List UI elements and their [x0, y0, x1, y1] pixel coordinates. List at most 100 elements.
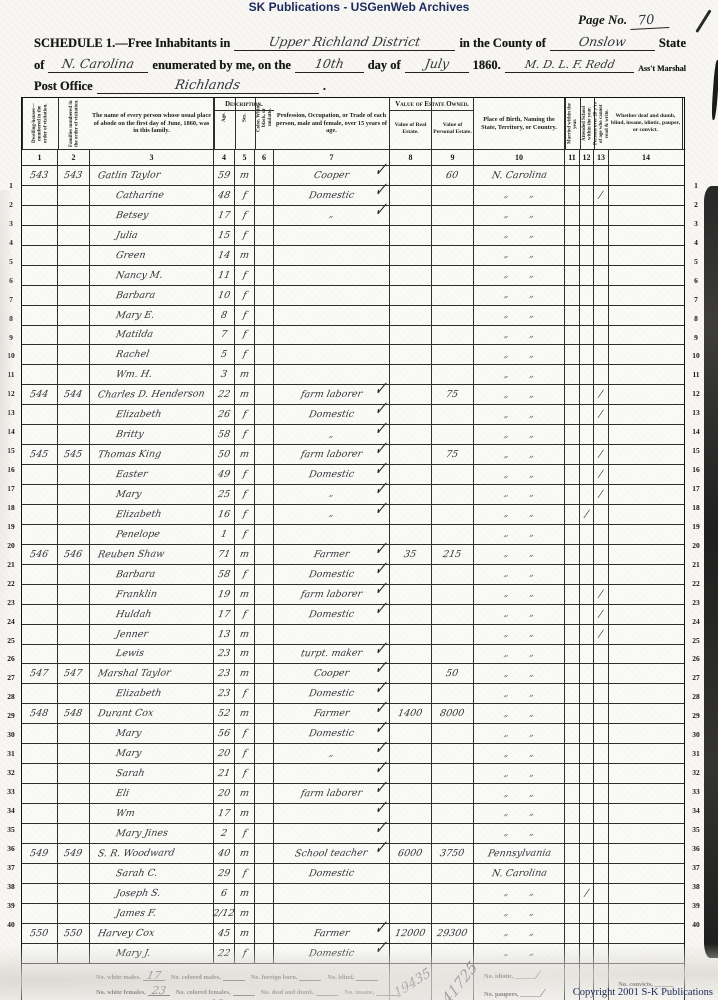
- cell-personal-estate-value: [432, 564, 474, 584]
- cell-cannot-read: [594, 863, 609, 883]
- cell-birthplace: „ „: [474, 325, 565, 345]
- cell-color: [255, 225, 274, 245]
- cell-sex: f: [235, 863, 255, 883]
- cell-cannot-read: [594, 883, 609, 903]
- cell-sex: m: [235, 784, 255, 803]
- cell-dwelling-number: [22, 285, 58, 305]
- table-row: Elizabeth 16 f „ ✓ „ „ /: [22, 498, 684, 525]
- cell-cannot-read: [594, 205, 609, 225]
- cell-cannot-read: [594, 823, 609, 843]
- cell-married: [565, 166, 580, 185]
- cell-personal-estate-value: [432, 883, 474, 903]
- cell-age: 29: [214, 863, 235, 883]
- summary-row-1: No. white males, 17 No. colored males, No. …: [96, 969, 389, 982]
- cell-occupation: ✓: [274, 797, 390, 823]
- cell-personal-estate-value: [432, 863, 474, 883]
- summary-idiotic-paupers: No. idiotic, ______ ∕ No. paupers, _____…: [474, 963, 565, 1000]
- cell-personal-estate-value: [432, 524, 474, 544]
- cell-color: [255, 425, 274, 445]
- cell-cannot-read: [594, 365, 609, 385]
- cell-family-number: [58, 345, 90, 365]
- cell-occupation: farm laborer ✓: [274, 438, 390, 465]
- cell-cannot-read: [594, 644, 609, 664]
- cell-sex: f: [235, 265, 255, 285]
- cell-married: [565, 724, 580, 744]
- cell-dwelling-number: 550: [22, 923, 58, 943]
- cell-married: [565, 225, 580, 245]
- cell-cannot-read: [594, 744, 609, 764]
- cell-family-number: 543: [58, 166, 90, 185]
- tally-check-mark: ✓: [373, 916, 388, 940]
- cell-occupation: Domestic ✓: [274, 678, 390, 704]
- cell-married: [565, 405, 580, 425]
- cell-school: [580, 524, 594, 544]
- cell-school: [580, 804, 594, 823]
- cell-real-estate-value: [390, 684, 432, 704]
- cell-family-number: [58, 724, 90, 744]
- row-numbers-left: 1 2 3 4 5 6 7 8 9 10 11 12 13 14 15 16 17 18 19 20 21 22 23 24 2…: [7, 181, 15, 929]
- cell-birthplace: N. Carolina: [474, 863, 565, 883]
- cell-birthplace: „ „: [474, 485, 565, 504]
- summary-item: No. white females, 23: [96, 984, 170, 997]
- cell-remarks: [609, 684, 683, 703]
- cell-family-number: [58, 903, 90, 923]
- cell-birthplace: „ „: [474, 823, 565, 843]
- cell-real-estate-value: [390, 285, 432, 305]
- summary-personal-estate-total: 41725: [432, 957, 481, 1000]
- header-line-3: Post Office Richlands .: [30, 78, 330, 94]
- cell-family-number: [58, 405, 90, 425]
- cell-occupation: School teacher ✓: [274, 837, 390, 863]
- cell-name: Catharine: [90, 185, 214, 205]
- cell-married: [565, 245, 580, 265]
- cell-family-number: [58, 504, 90, 524]
- cell-remarks: [609, 625, 683, 644]
- cell-real-estate-value: [390, 644, 432, 664]
- cell-name: Elizabeth: [90, 684, 214, 704]
- summary-item: No. blind,: [327, 974, 379, 981]
- cell-married: [565, 923, 580, 943]
- cell-school: [580, 624, 594, 644]
- cell-color: [255, 903, 274, 923]
- enumerated-label: enumerated by me, on the: [152, 58, 291, 72]
- cell-age: 11: [214, 265, 235, 285]
- cell-real-estate-value: [390, 624, 432, 644]
- cell-remarks: [609, 764, 683, 783]
- cell-school: [580, 604, 594, 624]
- cell-birthplace: „ „: [474, 405, 565, 425]
- cell-remarks: [609, 425, 683, 444]
- cell-school: [580, 245, 594, 265]
- cell-name: James F.: [90, 903, 214, 923]
- cell-family-number: [58, 425, 90, 445]
- cell-age: 52: [214, 704, 235, 724]
- cell-school: [580, 305, 594, 325]
- table-row: Green 14 m „ „: [22, 245, 684, 266]
- marshal-signature: M. D. L. F. Redd: [504, 57, 635, 73]
- cell-sex: m: [235, 883, 255, 903]
- cell-name: Rachel: [90, 345, 214, 365]
- cell-sex: m: [235, 804, 255, 823]
- cell-dwelling-number: [22, 305, 58, 325]
- cell-real-estate-value: 6000: [390, 843, 432, 863]
- cell-personal-estate-value: [432, 584, 474, 604]
- cell-dwelling-number: [22, 365, 58, 385]
- cell-school: [580, 425, 594, 445]
- cell-name: Wm. H.: [90, 365, 214, 385]
- table-row: 549 549 S. R. Woodward 40 m School teach…: [22, 837, 684, 864]
- cell-occupation: [274, 624, 390, 644]
- cell-dwelling-number: 543: [22, 166, 58, 185]
- cell-real-estate-value: [390, 564, 432, 584]
- cell-real-estate-value: [390, 943, 432, 963]
- cell-name: Betsey: [90, 205, 214, 225]
- table-row: 543 543 Gatlin Taylor 59 m Cooper ✓ 60 N.…: [22, 159, 684, 186]
- cell-school: [580, 445, 594, 465]
- cell-name: Eli: [90, 784, 214, 803]
- cell-dwelling-number: [22, 465, 58, 484]
- cell-remarks: [609, 326, 683, 345]
- cell-cannot-read: [594, 524, 609, 544]
- scan-edge-artifact-small: [710, 59, 718, 121]
- cell-cannot-read: [594, 245, 609, 265]
- col-header-cannot-read: Persons over 20 y'rs of age who cannot r…: [593, 98, 610, 149]
- cell-name: Nancy M.: [90, 265, 214, 285]
- post-office-label: Post Office: [34, 79, 93, 93]
- cell-personal-estate-value: [432, 784, 474, 803]
